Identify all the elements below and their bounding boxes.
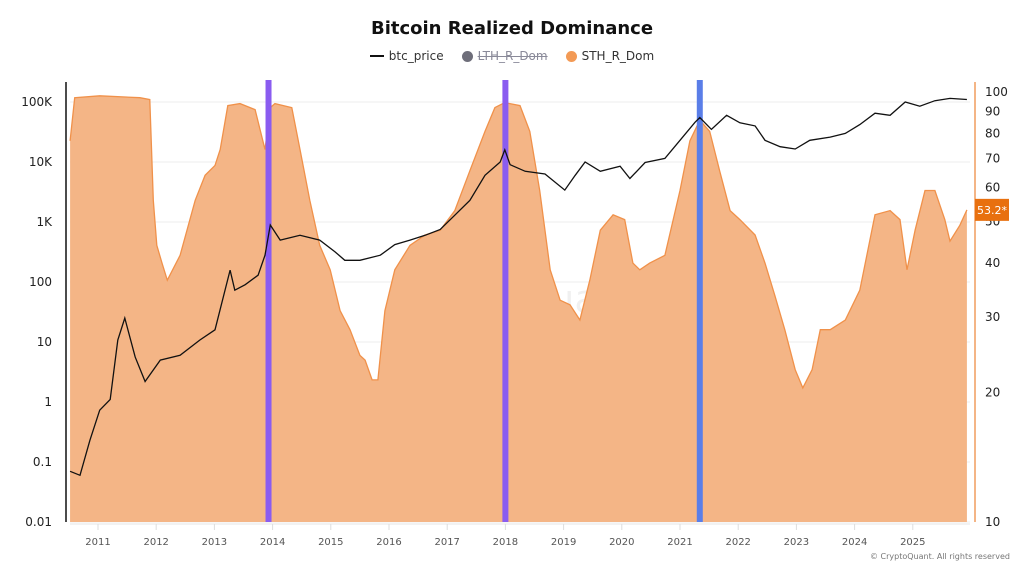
x-tick-label: 2021 xyxy=(667,537,692,548)
x-tick-label: 2023 xyxy=(784,537,809,548)
left-tick-label: 100K xyxy=(21,95,53,109)
right-tick-label: 30 xyxy=(985,310,1000,324)
x-tick-label: 2015 xyxy=(318,537,343,548)
legend-item-lth-r-dom[interactable]: LTH_R_Dom xyxy=(461,49,548,63)
sth-r-dom-area xyxy=(70,95,967,523)
x-tick-label: 2013 xyxy=(202,537,227,548)
highlight-vertical-line xyxy=(696,80,703,522)
x-tick-label: 2019 xyxy=(551,537,576,548)
x-tick-label: 2022 xyxy=(725,537,750,548)
left-tick-label: 0.01 xyxy=(25,515,52,529)
circle-swatch-icon xyxy=(565,50,577,62)
left-tick-label: 1K xyxy=(36,215,53,229)
x-tick-label: 2025 xyxy=(900,537,925,548)
highlight-vertical-line xyxy=(502,80,509,522)
left-tick-label: 0.1 xyxy=(33,455,52,469)
right-tick-label: 20 xyxy=(985,386,1000,400)
highlight-vertical-line xyxy=(265,80,272,522)
left-tick-label: 10K xyxy=(29,155,53,169)
right-tick-label: 70 xyxy=(985,152,1000,166)
btc-price-line xyxy=(69,97,967,477)
right-tick-label: 60 xyxy=(985,180,1000,194)
last-value-badge xyxy=(975,198,1009,221)
right-tick-label: 10 xyxy=(985,515,1000,529)
legend: btc_price LTH_R_Dom STH_R_Dom xyxy=(0,49,1024,63)
right-tick-label: 80 xyxy=(985,127,1000,141)
x-tick-label: 2014 xyxy=(260,537,285,548)
x-tick-label: 2012 xyxy=(143,537,168,548)
right-tick-label: 100 xyxy=(985,85,1008,99)
circle-swatch-icon xyxy=(461,50,473,62)
chart-title: Bitcoin Realized Dominance xyxy=(370,18,654,39)
x-tick-label: 2020 xyxy=(609,537,634,548)
legend-item-sth-r-dom[interactable]: STH_R_Dom xyxy=(565,49,655,63)
right-tick-label: 90 xyxy=(985,105,1000,119)
legend-item-btc-price[interactable]: btc_price xyxy=(369,49,444,63)
legend-label: STH_R_Dom xyxy=(581,49,655,63)
legend-label: btc_price xyxy=(388,49,444,63)
x-tick-label: 2024 xyxy=(842,537,867,548)
left-tick-label: 10 xyxy=(37,335,52,349)
sth-r-dom-line xyxy=(69,95,968,390)
left-tick-label: 100 xyxy=(29,275,52,289)
x-tick-label: 2018 xyxy=(493,537,518,548)
legend-label: LTH_R_Dom xyxy=(477,49,548,63)
x-tick-label: 2016 xyxy=(376,537,401,548)
x-tick-label: 2011 xyxy=(85,537,110,548)
x-tick-label: 2017 xyxy=(434,537,459,548)
left-tick-label: 1 xyxy=(44,395,52,409)
right-tick-label: 40 xyxy=(985,256,1000,270)
line-swatch-icon xyxy=(369,55,384,57)
copyright-notice: © CryptoQuant. All rights reserved xyxy=(870,552,1010,561)
last-value-badge-text: 53.2* xyxy=(977,204,1007,217)
